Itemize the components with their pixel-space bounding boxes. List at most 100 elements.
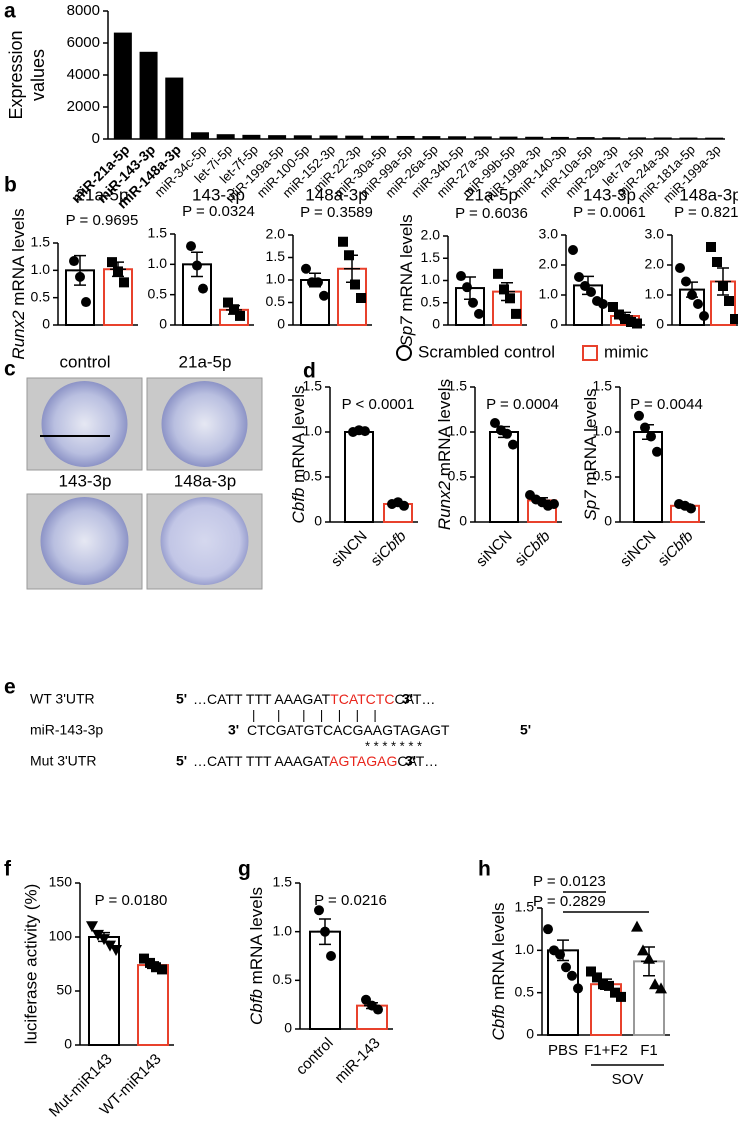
- p-value: P = 0.0123: [533, 873, 606, 890]
- data-point: [608, 302, 618, 312]
- text-part: Cbfb: [247, 989, 266, 1025]
- data-point: [505, 293, 515, 304]
- data-point: [620, 314, 630, 324]
- data-point: [320, 926, 330, 937]
- y-tick-label: 3.0: [645, 226, 665, 242]
- bar: [679, 137, 698, 139]
- bar: [165, 77, 184, 139]
- y-tick-label: 0.5: [303, 468, 323, 484]
- bar: [705, 137, 724, 139]
- y-axis-label: Cbfb mRNA levels: [289, 386, 308, 524]
- x-tick-label: F1: [640, 1042, 658, 1059]
- p-value: P = 0.6036: [455, 205, 528, 222]
- y-tick-label: 1.0: [515, 941, 535, 957]
- y-axis-label: Cbfb mRNA levels: [247, 887, 266, 1025]
- p-value: P = 0.2829: [533, 893, 606, 910]
- sequence-end: 3': [405, 753, 416, 769]
- image-label: 148a-3p: [174, 471, 236, 490]
- data-point: [81, 297, 91, 308]
- bar: [499, 136, 518, 139]
- data-point: [456, 271, 466, 282]
- y-tick-label: 1.0: [539, 286, 559, 302]
- y-tick-label: 0: [604, 513, 612, 529]
- y-tick-label: 1.0: [148, 255, 168, 271]
- data-point: [549, 499, 559, 509]
- data-point: [598, 299, 608, 309]
- y-tick-label: 1.0: [303, 423, 323, 439]
- bar: [370, 135, 389, 139]
- panel-label: h: [478, 858, 491, 881]
- data-point: [229, 304, 239, 315]
- bar: [628, 137, 647, 139]
- data-point: [574, 272, 584, 282]
- data-point: [730, 314, 738, 324]
- text-part: Sp7: [397, 316, 416, 347]
- data-point: [192, 260, 202, 271]
- sequence-end: 5': [176, 691, 187, 707]
- bar: [216, 134, 235, 139]
- y-tick-label: 0.5: [421, 293, 441, 309]
- data-point: [75, 271, 85, 282]
- y-tick-label: 0: [526, 1026, 534, 1042]
- y-tick-label: 1.5: [148, 225, 168, 241]
- data-point: [119, 277, 129, 288]
- y-tick-label: 0: [656, 316, 664, 332]
- data-point: [113, 266, 123, 277]
- error-bar: [72, 254, 88, 286]
- data-point: [567, 970, 577, 981]
- y-tick-label: 1.5: [266, 248, 286, 264]
- sequence-end: 3': [228, 722, 239, 738]
- y-axis-label: Runx2 mRNA levels: [9, 208, 28, 359]
- text-part: Sp7: [581, 490, 600, 521]
- data-point: [543, 924, 553, 935]
- mismatch-marks: * * * * * * *: [365, 738, 422, 753]
- data-point: [712, 257, 722, 267]
- bar: [345, 135, 364, 139]
- data-point: [313, 277, 323, 288]
- data-point: [344, 250, 354, 261]
- data-point: [693, 299, 703, 309]
- bar: [139, 51, 158, 139]
- data-point: [139, 953, 149, 964]
- bar: [319, 135, 338, 139]
- bar: [547, 949, 579, 1036]
- data-point: [718, 281, 728, 291]
- p-value: P = 0.0216: [314, 892, 387, 909]
- text-part: …CATT TTT AAAGAT: [193, 691, 331, 707]
- sequence-label: WT 3'UTR: [30, 691, 95, 707]
- y-tick-label: 2.0: [266, 226, 286, 242]
- y-axis-label: Runx2 mRNA levels: [435, 379, 454, 530]
- sequence: CTCGATGTCACGAAGTAGAGT: [247, 722, 450, 738]
- panel-label: d: [303, 360, 316, 383]
- text-part: AGTAGAG: [329, 753, 397, 769]
- y-tick-label: 1.0: [421, 271, 441, 287]
- text-part: mRNA levels: [489, 903, 508, 1005]
- y-tick-label: 2000: [67, 98, 100, 115]
- sequence: …CATT TTT AAAGATTCATCTCCAT…: [193, 691, 435, 707]
- data-point: [223, 297, 233, 308]
- sequence-end: 5': [176, 753, 187, 769]
- y-tick-label: 4000: [67, 66, 100, 83]
- well: [160, 497, 249, 585]
- chart-title: 148a-3p: [679, 185, 738, 204]
- data-point: [157, 964, 167, 975]
- x-tick-label: siNCN: [473, 528, 516, 571]
- data-point: [104, 940, 116, 952]
- text-part: Runx2: [9, 310, 28, 360]
- p-value: P = 0.0324: [182, 203, 255, 220]
- bar: [550, 136, 569, 139]
- image-label: 143-3p: [59, 471, 112, 490]
- text-part: CTCGATGTCACGAAGTAGAGT: [247, 722, 450, 738]
- data-point: [640, 422, 650, 433]
- data-point: [604, 980, 614, 991]
- data-point: [198, 283, 208, 294]
- data-point: [338, 236, 348, 247]
- data-point: [631, 920, 643, 932]
- data-point: [69, 256, 79, 267]
- panel-label: a: [4, 0, 16, 23]
- panel-label: e: [4, 676, 16, 699]
- bar: [190, 132, 209, 139]
- text-part: Cbfb: [489, 1005, 508, 1041]
- y-tick-label: 0.5: [273, 971, 293, 987]
- data-point: [186, 241, 196, 252]
